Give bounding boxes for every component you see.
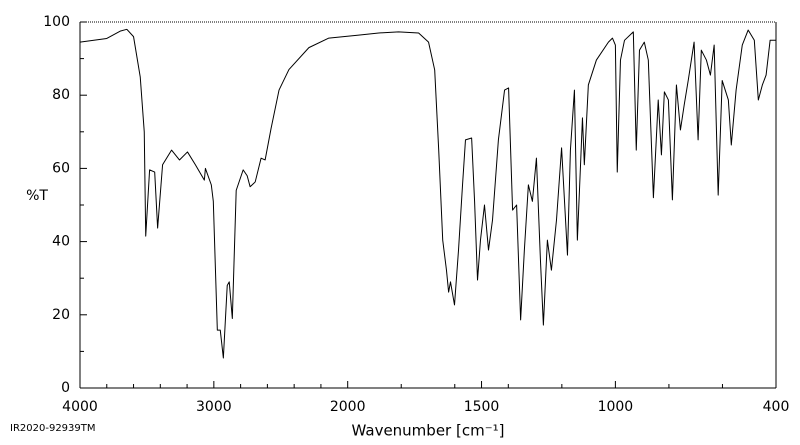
x-tick-label: 400 xyxy=(763,399,790,415)
y-tick-label: 60 xyxy=(52,160,70,176)
y-axis-label: %T xyxy=(26,188,48,204)
x-tick-label: 4000 xyxy=(62,399,98,415)
spectrum-line xyxy=(79,28,776,359)
x-tick-label: 3000 xyxy=(196,399,232,415)
y-tick-label: 80 xyxy=(52,87,70,103)
x-tick-label: 1000 xyxy=(598,399,634,415)
x-tick-label: 1500 xyxy=(464,399,500,415)
x-axis-label: Wavenumber [cm⁻¹] xyxy=(352,422,505,440)
x-tick-label: 2000 xyxy=(330,399,366,415)
y-tick-label: 0 xyxy=(61,380,70,396)
y-tick-label: 100 xyxy=(43,14,70,30)
y-tick-label: 20 xyxy=(52,307,70,323)
footnote: IR2020-92939TM xyxy=(10,423,96,434)
y-tick-label: 40 xyxy=(52,234,70,250)
